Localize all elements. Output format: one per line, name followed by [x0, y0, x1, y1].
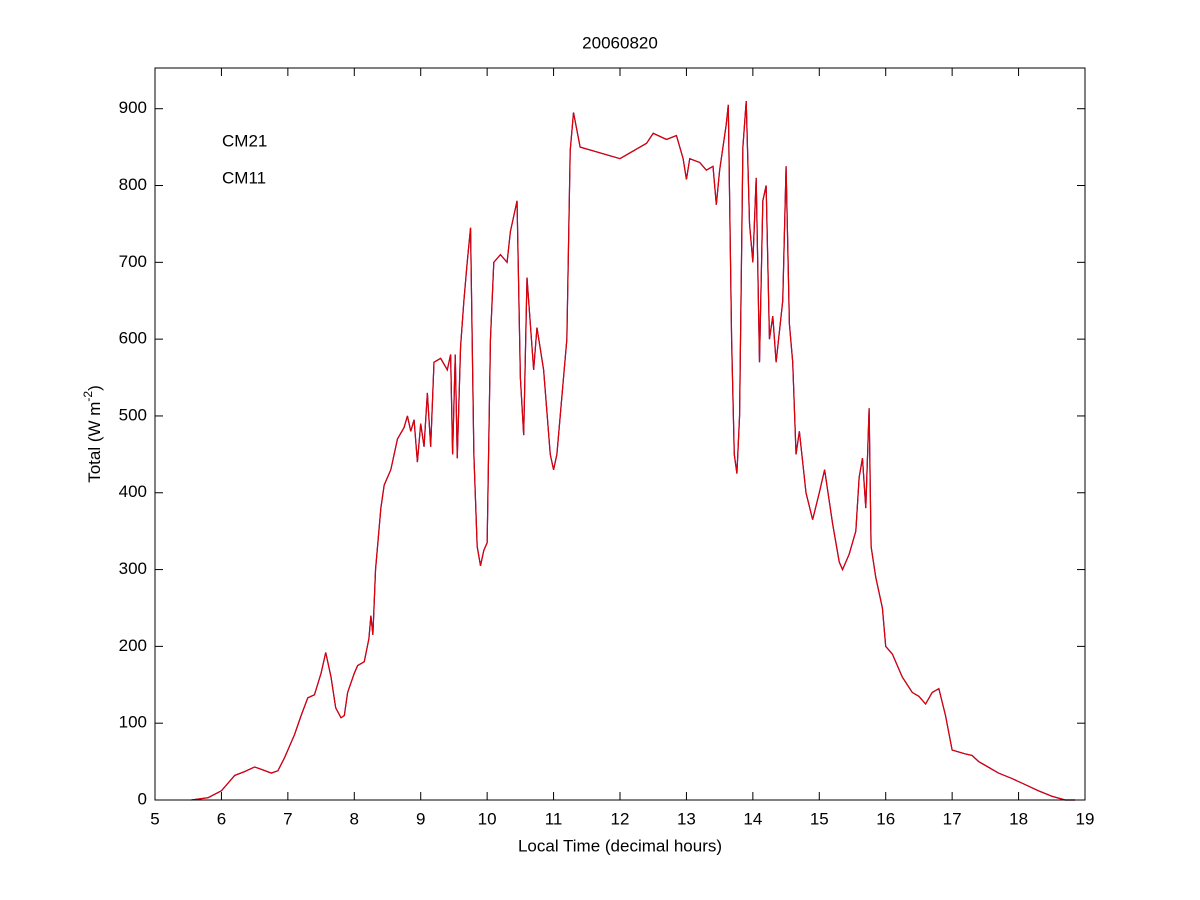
y-tick-label: 600 — [119, 329, 147, 348]
y-tick-label: 900 — [119, 98, 147, 117]
y-label-end: ) — [85, 385, 104, 391]
y-tick-label: 500 — [119, 405, 147, 424]
x-tick-label: 15 — [810, 809, 829, 828]
y-tick-label: 700 — [119, 252, 147, 271]
x-tick-label: 14 — [743, 809, 762, 828]
axes-box — [154, 67, 1086, 801]
y-tick-label: 300 — [119, 559, 147, 578]
data-line — [191, 100, 1076, 801]
x-tick-label: 18 — [1009, 809, 1028, 828]
x-axis-label: Local Time (decimal hours) — [518, 836, 722, 855]
y-tick-label: 400 — [119, 482, 147, 501]
x-tick-label: 10 — [478, 809, 497, 828]
x-tick-label: 16 — [876, 809, 895, 828]
x-tick-label: 6 — [217, 809, 226, 828]
x-tick-label: 11 — [545, 809, 563, 828]
x-tick-label: 8 — [350, 809, 359, 828]
y-axis-label: Total (W m-2) — [81, 385, 104, 483]
legend-entry: CM21 — [222, 131, 267, 150]
x-tick-label: 17 — [943, 809, 962, 828]
y-tick-label: 800 — [119, 175, 147, 194]
x-tick-label: 13 — [677, 809, 696, 828]
y-label-sup: -2 — [81, 391, 95, 402]
x-tick-label: 12 — [611, 809, 630, 828]
x-tick-label: 5 — [150, 809, 159, 828]
x-tick-label: 9 — [416, 809, 425, 828]
y-tick-label: 200 — [119, 636, 147, 655]
y-label-text: Total (W m — [85, 402, 104, 483]
x-tick-label: 7 — [283, 809, 292, 828]
y-tick-label: 0 — [138, 789, 147, 808]
chart-title: 20060820 — [582, 33, 658, 52]
legend-entry: CM11 — [222, 168, 266, 187]
y-tick-label: 100 — [119, 713, 147, 732]
x-tick-label: 19 — [1076, 809, 1095, 828]
